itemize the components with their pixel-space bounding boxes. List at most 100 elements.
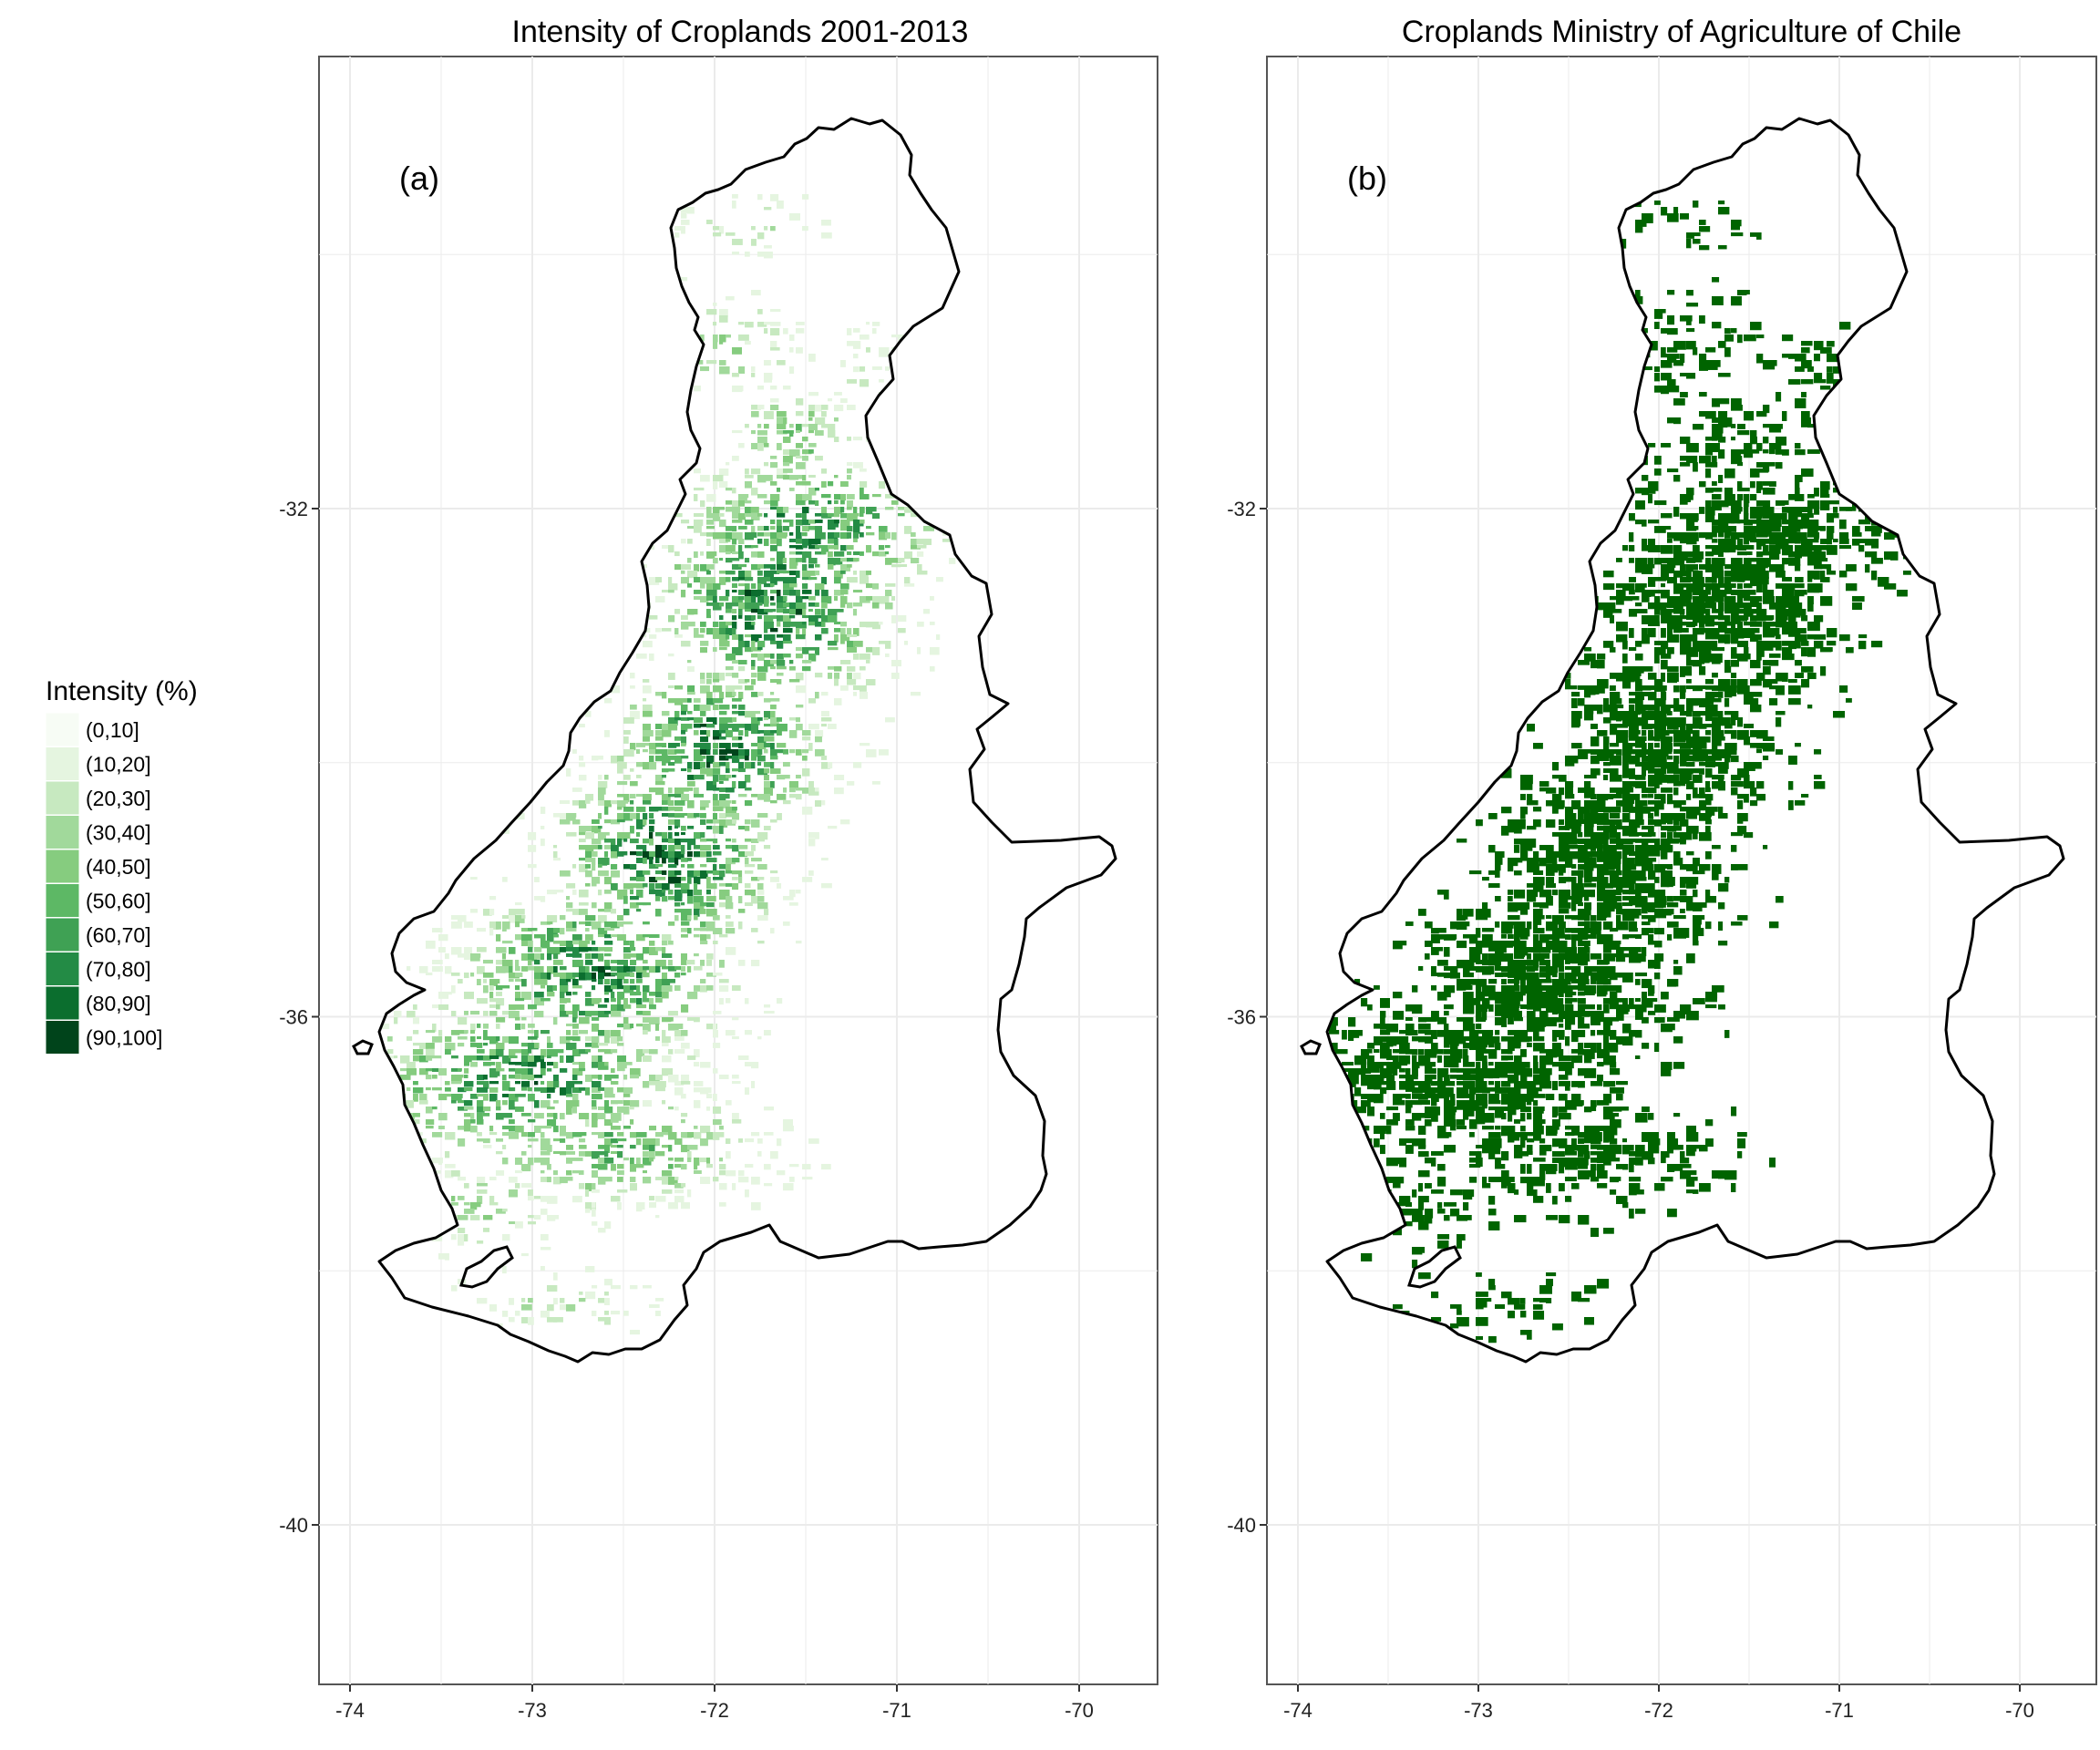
crop-intensity-cell: [802, 807, 813, 815]
crop-intensity-cell: [572, 1030, 579, 1036]
crop-intensity-cell: [764, 609, 773, 612]
crop-intensity-cell: [764, 768, 770, 774]
cropland-cell: [1584, 647, 1592, 652]
crop-intensity-cell: [655, 864, 664, 868]
crop-intensity-cell: [617, 756, 624, 762]
cropland-cell: [1763, 500, 1771, 510]
cropland-cell: [1693, 807, 1701, 816]
cropland-cell: [1718, 711, 1724, 720]
crop-intensity-cell: [853, 437, 863, 441]
crop-intensity-cell: [515, 813, 525, 820]
cropland-cell: [1782, 500, 1789, 505]
crop-intensity-cell: [745, 609, 755, 612]
crop-intensity-cell: [662, 858, 666, 864]
crop-intensity-cell: [732, 201, 736, 209]
crop-intensity-cell: [789, 335, 795, 341]
crop-intensity-cell: [808, 564, 814, 569]
crop-intensity-cell: [509, 1055, 518, 1059]
crop-intensity-cell: [515, 1158, 523, 1165]
cropland-cell: [1610, 596, 1621, 601]
crop-intensity-cell: [464, 947, 473, 955]
crop-intensity-cell: [521, 934, 532, 942]
crop-intensity-cell: [840, 494, 847, 501]
crop-intensity-cell: [726, 947, 736, 955]
cropland-cell: [1705, 781, 1711, 789]
crop-intensity-cell: [732, 736, 742, 741]
crop-intensity-cell: [706, 928, 715, 932]
crop-intensity-cell: [547, 992, 555, 997]
crop-intensity-cell: [598, 1132, 605, 1138]
cropland-cell: [1590, 705, 1602, 711]
cropland-cell: [1597, 877, 1609, 885]
crop-intensity-cell: [808, 615, 818, 623]
cropland-cell: [1635, 692, 1645, 701]
cropland-cell: [1724, 468, 1735, 479]
crop-intensity-cell: [604, 1100, 610, 1108]
crop-intensity-cell: [572, 909, 582, 915]
cropland-cell: [1610, 698, 1617, 707]
cropland-cell: [1756, 488, 1762, 494]
crop-intensity-cell: [770, 309, 781, 313]
cropland-cell: [1871, 539, 1879, 549]
crop-intensity-cell: [662, 941, 668, 946]
crop-intensity-cell: [949, 558, 956, 564]
crop-intensity-cell: [674, 1189, 685, 1194]
cropland-cell: [1642, 896, 1648, 906]
crop-intensity-cell: [662, 1055, 672, 1063]
cropland-cell: [1584, 921, 1590, 930]
cropland-cell: [1654, 781, 1660, 789]
crop-intensity-cell: [572, 992, 578, 995]
crop-intensity-cell: [451, 985, 456, 993]
crop-intensity-cell: [636, 1011, 646, 1015]
crop-intensity-cell: [540, 1055, 545, 1060]
crop-intensity-cell: [617, 1004, 625, 1012]
cropland-cell: [1642, 864, 1654, 871]
crop-intensity-cell: [668, 832, 673, 839]
cropland-cell: [1508, 826, 1518, 833]
crop-intensity-cell: [796, 590, 800, 598]
crop-intensity-cell: [757, 609, 768, 615]
cropland-cell: [1667, 673, 1674, 681]
cropland-cell: [1680, 551, 1688, 561]
crop-intensity-cell: [681, 858, 688, 862]
cropland-cell: [1533, 921, 1539, 932]
crop-intensity-cell: [796, 322, 805, 325]
cropland-cell: [1718, 449, 1725, 459]
crop-intensity-cell: [706, 819, 717, 824]
crop-intensity-cell: [636, 762, 645, 767]
crop-intensity-cell: [617, 966, 627, 973]
crop-intensity-cell: [458, 1126, 468, 1130]
cropland-cell: [1635, 711, 1641, 715]
crop-intensity-cell: [694, 1081, 704, 1086]
cropland-cell: [1629, 807, 1636, 813]
crop-intensity-cell: [694, 832, 702, 839]
crop-intensity-cell: [700, 839, 707, 842]
crop-intensity-cell: [751, 443, 758, 449]
crop-intensity-cell: [738, 609, 743, 616]
cropland-cell: [1763, 564, 1768, 569]
crop-intensity-cell: [630, 800, 634, 805]
crop-intensity-cell: [834, 698, 842, 705]
crop-intensity-cell: [445, 1253, 449, 1261]
crop-intensity-cell: [821, 762, 830, 769]
crop-intensity-cell: [464, 1087, 473, 1092]
cropland-cell: [1584, 909, 1591, 916]
cropland-cell: [1488, 947, 1501, 952]
crop-intensity-cell: [413, 1004, 417, 1010]
cropland-cell: [1629, 928, 1638, 932]
crop-intensity-cell: [719, 360, 726, 365]
crop-intensity-cell: [898, 558, 905, 563]
crop-intensity-cell: [738, 577, 749, 581]
crop-intensity-cell: [662, 794, 671, 801]
cropland-cell: [1610, 953, 1617, 958]
crop-intensity-cell: [726, 692, 736, 698]
crop-intensity-cell: [636, 953, 644, 961]
crop-intensity-cell: [623, 864, 633, 870]
cropland-cell: [1610, 788, 1617, 793]
crop-intensity-cell: [521, 1253, 529, 1257]
crop-intensity-cell: [757, 941, 765, 944]
crop-intensity-cell: [757, 902, 768, 910]
crop-intensity-cell: [764, 749, 768, 754]
crop-intensity-cell: [585, 960, 593, 965]
cropland-cell: [1642, 832, 1652, 838]
